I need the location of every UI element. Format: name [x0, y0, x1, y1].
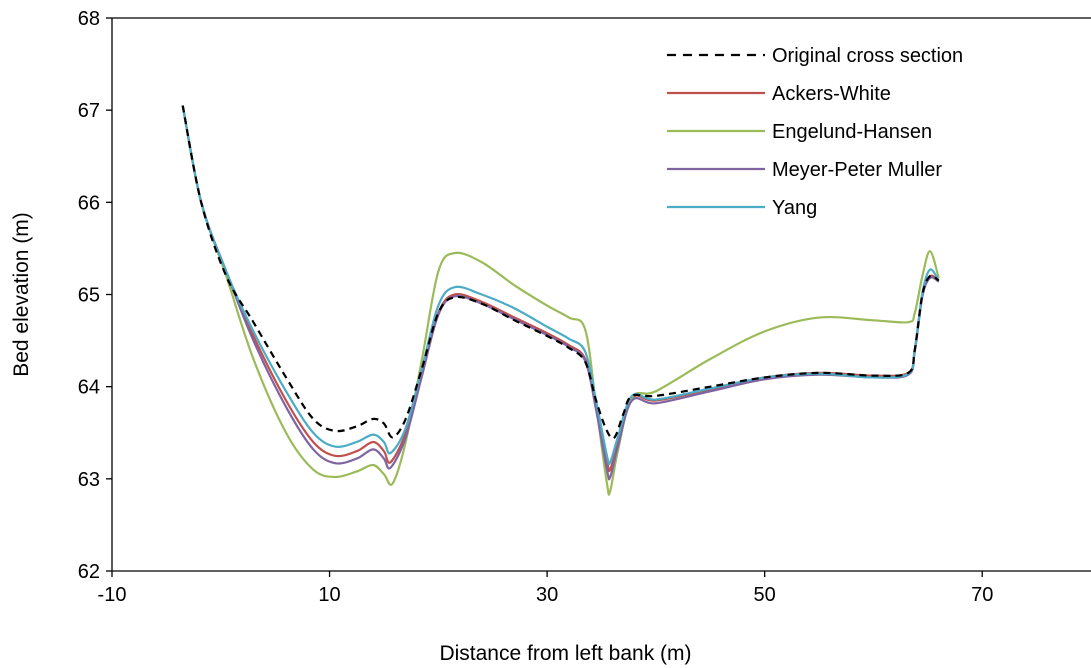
y-tick-label: 62: [78, 561, 100, 583]
series-lines: [181, 105, 940, 496]
x-tick-label: 30: [536, 584, 558, 606]
y-tick-label: 65: [78, 285, 100, 307]
legend-label-ackers-white: Ackers-White: [772, 83, 891, 105]
y-axis-title: Bed elevation (m): [10, 212, 33, 377]
legend-label-yang: Yang: [772, 197, 817, 219]
y-tick-label: 64: [78, 377, 100, 399]
x-tick-label: 70: [971, 584, 993, 606]
x-tick-label: 50: [754, 584, 776, 606]
x-tick-label: -10: [98, 584, 127, 606]
series-line-yang: [181, 105, 940, 466]
y-tick-label: 66: [78, 192, 100, 214]
y-tick-label: 67: [78, 100, 100, 122]
x-axis-title: Distance from left bank (m): [439, 642, 691, 665]
legend-label-engelund-hansen: Engelund-Hansen: [772, 121, 932, 143]
x-tick-label: 10: [318, 584, 340, 606]
axes: 62 63 64 65 66 67 68 -10 10 30 50 70: [78, 8, 1091, 606]
y-tick-label: 63: [78, 469, 100, 491]
legend-label-meyer-peter-muller: Meyer-Peter Muller: [772, 159, 942, 181]
series-line-original-cross-section: [181, 105, 940, 440]
legend-label-original-cross-section: Original cross section: [772, 45, 963, 67]
legend: Original cross section Ackers-White Engelu…: [667, 45, 963, 219]
series-line-engelund-hansen: [181, 105, 940, 496]
y-tick-label: 68: [78, 8, 100, 30]
